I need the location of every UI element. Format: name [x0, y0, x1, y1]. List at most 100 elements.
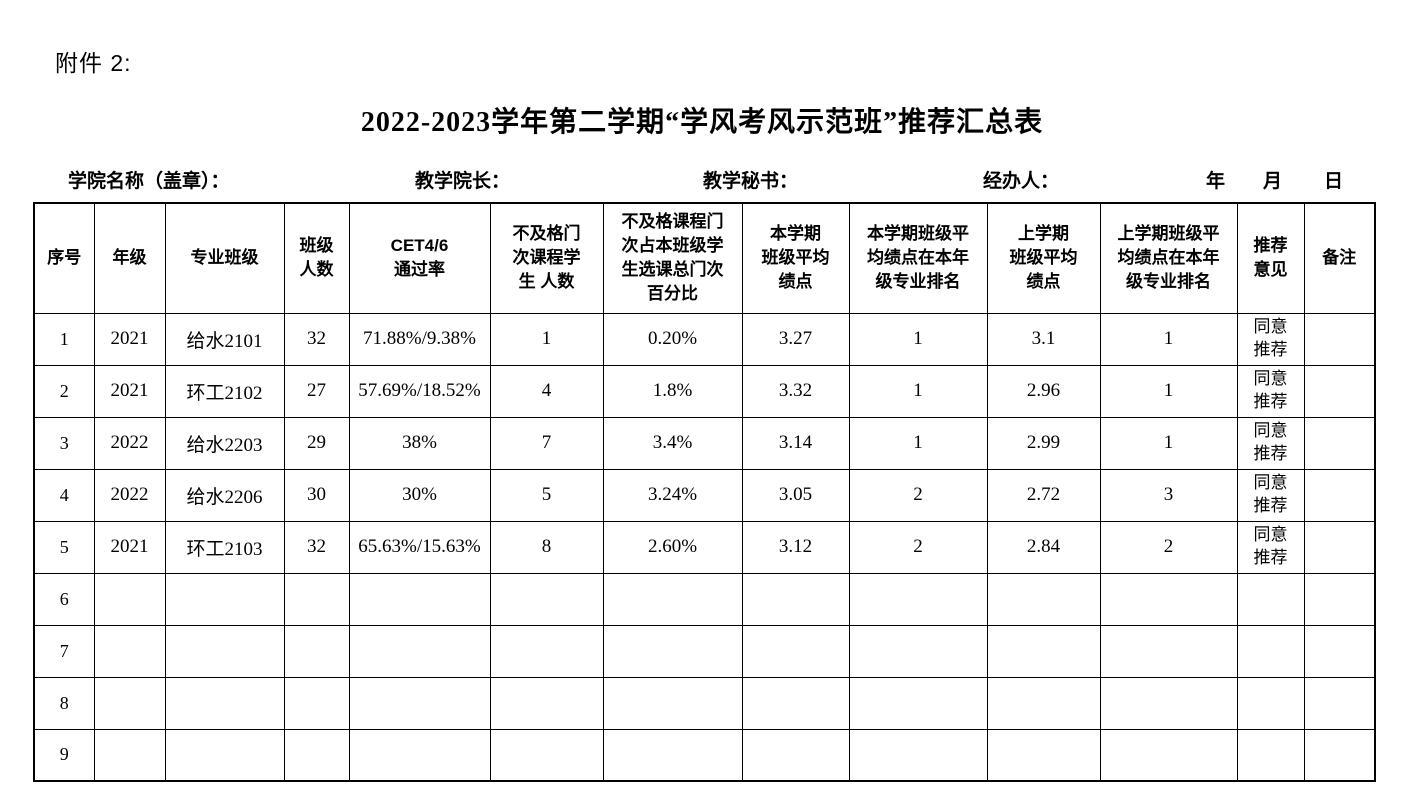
table-row: 6 [33, 572, 1376, 626]
row-serial-cell: 1 [33, 312, 95, 366]
table-cell [489, 572, 604, 626]
column-header-current-gpa: 本学期 班级平均 绩点 [741, 202, 850, 314]
table-row: 3 2022 给水2203 29 38% 7 3.4% 3.14 1 2.99 1 同意 推荐 [33, 416, 1376, 470]
table-cell [602, 728, 743, 782]
table-cell: 3.14 [741, 416, 850, 470]
table-cell [348, 572, 491, 626]
table-cell: 2021 [93, 520, 166, 574]
table-cell [1303, 312, 1376, 366]
row-serial-cell: 5 [33, 520, 95, 574]
table-cell: 2.99 [986, 416, 1101, 470]
table-cell: 同意 推荐 [1236, 312, 1305, 366]
table-cell [283, 676, 350, 730]
table-cell: 1 [848, 312, 988, 366]
table-cell [1303, 468, 1376, 522]
year-label: 年 [1206, 171, 1226, 192]
table-cell: 1 [848, 416, 988, 470]
table-cell: 71.88%/9.38% [348, 312, 491, 366]
table-cell: 1 [1099, 416, 1238, 470]
table-cell: 2 [848, 468, 988, 522]
table-cell [1303, 572, 1376, 626]
column-header-recommendation: 推荐 意见 [1236, 202, 1305, 314]
table-cell: 同意 推荐 [1236, 416, 1305, 470]
table-cell [848, 728, 988, 782]
table-cell [986, 624, 1101, 678]
table-row: 9 [33, 728, 1376, 782]
row-serial-cell: 7 [33, 624, 95, 678]
table-cell: 3.05 [741, 468, 850, 522]
college-name-label: 学院名称（盖章）： [68, 171, 230, 192]
day-label: 日 [1324, 171, 1344, 192]
page-title: 2022-2023学年第二学期“学风考风示范班”推荐汇总表 [360, 107, 1044, 138]
table-cell: 环工2103 [164, 520, 285, 574]
table-cell [164, 676, 285, 730]
row-serial-cell: 4 [33, 468, 95, 522]
table-cell: 38% [348, 416, 491, 470]
table-cell [1303, 416, 1376, 470]
row-serial-cell: 3 [33, 416, 95, 470]
table-cell [1099, 624, 1238, 678]
table-cell [986, 728, 1101, 782]
table-cell: 29 [283, 416, 350, 470]
table-cell: 3.32 [741, 364, 850, 418]
table-cell: 30 [283, 468, 350, 522]
table-cell: 1 [1099, 312, 1238, 366]
table-cell [602, 624, 743, 678]
table-cell [1303, 364, 1376, 418]
table-cell [164, 572, 285, 626]
table-cell: 1 [848, 364, 988, 418]
table-cell: 57.69%/18.52% [348, 364, 491, 418]
table-cell [602, 572, 743, 626]
table-cell [489, 728, 604, 782]
table-cell: 3.1 [986, 312, 1101, 366]
column-header-failing-percent: 不及格课程门 次占本班级学 生选课总门次 百分比 [602, 202, 743, 314]
table-row: 8 [33, 676, 1376, 730]
table-cell: 27 [283, 364, 350, 418]
table-cell [93, 624, 166, 678]
row-serial-cell: 6 [33, 572, 95, 626]
table-cell: 32 [283, 520, 350, 574]
table-row: 1 2021 给水2101 32 71.88%/9.38% 1 0.20% 3.27 1 3.1 1… [33, 312, 1376, 366]
column-header-cet-pass-rate: CET4/6 通过率 [348, 202, 491, 314]
table-cell [283, 624, 350, 678]
table-cell [1099, 728, 1238, 782]
table-cell [1099, 572, 1238, 626]
table-cell: 3.4% [602, 416, 743, 470]
table-cell: 2022 [93, 468, 166, 522]
table-cell: 32 [283, 312, 350, 366]
column-header-serial: 序号 [33, 202, 95, 314]
column-header-last-gpa-rank: 上学期班级平 均绩点在本年 级专业排名 [1099, 202, 1238, 314]
table-cell [741, 728, 850, 782]
table-cell: 1 [489, 312, 604, 366]
table-row: 7 [33, 624, 1376, 678]
table-cell: 给水2101 [164, 312, 285, 366]
handler-label: 经办人： [983, 171, 1060, 192]
table-cell: 同意 推荐 [1236, 520, 1305, 574]
table-cell: 4 [489, 364, 604, 418]
column-header-current-gpa-rank: 本学期班级平 均绩点在本年 级专业排名 [848, 202, 988, 314]
table-cell: 2.72 [986, 468, 1101, 522]
table-body: 1 2021 给水2101 32 71.88%/9.38% 1 0.20% 3.27 1 3.1 1… [33, 312, 1376, 782]
table-cell [848, 572, 988, 626]
table-cell: 给水2203 [164, 416, 285, 470]
table-cell: 2.84 [986, 520, 1101, 574]
table-cell [848, 676, 988, 730]
table-cell: 2022 [93, 416, 166, 470]
table-row: 5 2021 环工2103 32 65.63%/15.63% 8 2.60% 3.12 2 2.8… [33, 520, 1376, 574]
table-cell [93, 728, 166, 782]
table-cell: 同意 推荐 [1236, 364, 1305, 418]
table-cell: 0.20% [602, 312, 743, 366]
table-cell [1236, 676, 1305, 730]
table-cell [741, 572, 850, 626]
table-cell: 2021 [93, 312, 166, 366]
table-row: 2 2021 环工2102 27 57.69%/18.52% 4 1.8% 3.32 1 2.96… [33, 364, 1376, 418]
column-header-remarks: 备注 [1303, 202, 1376, 314]
column-header-class-size: 班级 人数 [283, 202, 350, 314]
row-serial-cell: 9 [33, 728, 95, 782]
table-cell: 30% [348, 468, 491, 522]
table-cell: 2021 [93, 364, 166, 418]
secretary-label: 教学秘书： [703, 171, 799, 192]
column-header-last-gpa: 上学期 班级平均 绩点 [986, 202, 1101, 314]
table-cell: 3.27 [741, 312, 850, 366]
table-cell: 同意 推荐 [1236, 468, 1305, 522]
